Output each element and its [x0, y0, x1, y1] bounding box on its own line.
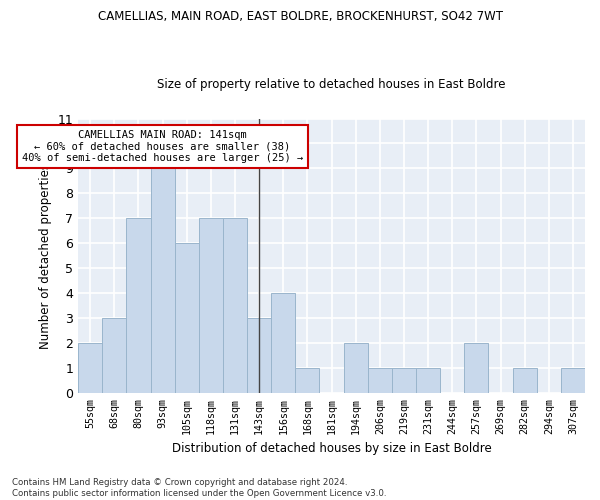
Bar: [127, 218, 151, 393]
Bar: [271, 293, 295, 393]
Bar: [151, 168, 175, 393]
Bar: [247, 318, 271, 393]
Bar: [344, 343, 368, 393]
Bar: [416, 368, 440, 393]
Y-axis label: Number of detached properties: Number of detached properties: [39, 162, 52, 348]
Bar: [78, 343, 102, 393]
Text: CAMELLIAS MAIN ROAD: 141sqm
← 60% of detached houses are smaller (38)
40% of sem: CAMELLIAS MAIN ROAD: 141sqm ← 60% of det…: [22, 130, 303, 163]
Bar: [223, 218, 247, 393]
Bar: [512, 368, 537, 393]
Bar: [368, 368, 392, 393]
Bar: [561, 368, 585, 393]
Bar: [392, 368, 416, 393]
Bar: [199, 218, 223, 393]
Text: CAMELLIAS, MAIN ROAD, EAST BOLDRE, BROCKENHURST, SO42 7WT: CAMELLIAS, MAIN ROAD, EAST BOLDRE, BROCK…: [97, 10, 503, 23]
Bar: [102, 318, 127, 393]
Text: Contains HM Land Registry data © Crown copyright and database right 2024.
Contai: Contains HM Land Registry data © Crown c…: [12, 478, 386, 498]
Bar: [175, 243, 199, 393]
Bar: [464, 343, 488, 393]
X-axis label: Distribution of detached houses by size in East Boldre: Distribution of detached houses by size …: [172, 442, 491, 455]
Title: Size of property relative to detached houses in East Boldre: Size of property relative to detached ho…: [157, 78, 506, 91]
Bar: [295, 368, 319, 393]
